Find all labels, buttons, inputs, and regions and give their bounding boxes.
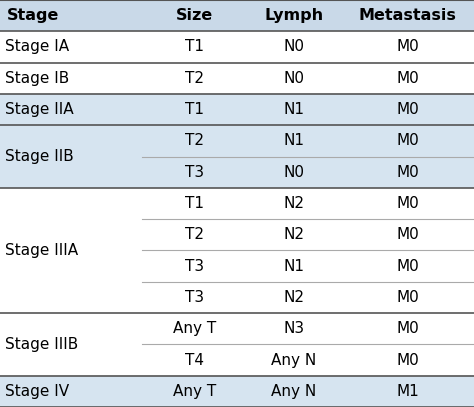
Text: Any N: Any N bbox=[271, 352, 317, 368]
Bar bbox=[0, 94, 474, 125]
Text: N1: N1 bbox=[283, 258, 304, 274]
Text: T2: T2 bbox=[185, 71, 204, 86]
Text: Stage IIIB: Stage IIIB bbox=[5, 337, 78, 352]
Text: N1: N1 bbox=[283, 133, 304, 149]
Bar bbox=[0, 282, 474, 313]
Text: T2: T2 bbox=[185, 227, 204, 242]
Text: M0: M0 bbox=[396, 227, 419, 242]
Bar bbox=[0, 0, 474, 31]
Text: M0: M0 bbox=[396, 321, 419, 336]
Bar bbox=[0, 376, 474, 407]
Text: Any T: Any T bbox=[173, 384, 216, 399]
Text: M0: M0 bbox=[396, 133, 419, 149]
Text: M1: M1 bbox=[396, 384, 419, 399]
Text: Stage IA: Stage IA bbox=[5, 39, 69, 55]
Text: T4: T4 bbox=[185, 352, 204, 368]
Bar bbox=[0, 157, 474, 188]
Text: T1: T1 bbox=[185, 39, 204, 55]
Text: N0: N0 bbox=[283, 165, 304, 180]
Bar bbox=[0, 125, 474, 157]
Bar bbox=[0, 63, 474, 94]
Text: M0: M0 bbox=[396, 290, 419, 305]
Text: N1: N1 bbox=[283, 102, 304, 117]
Bar bbox=[0, 313, 474, 344]
Text: M0: M0 bbox=[396, 71, 419, 86]
Text: T3: T3 bbox=[185, 290, 204, 305]
Text: Any N: Any N bbox=[271, 384, 317, 399]
Text: N3: N3 bbox=[283, 321, 304, 336]
Text: M0: M0 bbox=[396, 258, 419, 274]
Text: T2: T2 bbox=[185, 133, 204, 149]
Bar bbox=[0, 219, 474, 250]
Text: Stage IV: Stage IV bbox=[5, 384, 69, 399]
Text: N2: N2 bbox=[283, 196, 304, 211]
Bar bbox=[0, 188, 474, 219]
Text: M0: M0 bbox=[396, 196, 419, 211]
Text: Stage: Stage bbox=[7, 8, 59, 23]
Text: Stage IIA: Stage IIA bbox=[5, 102, 73, 117]
Text: Metastasis: Metastasis bbox=[359, 8, 456, 23]
Bar bbox=[0, 31, 474, 63]
Text: Stage IIIA: Stage IIIA bbox=[5, 243, 78, 258]
Text: M0: M0 bbox=[396, 165, 419, 180]
Text: Any T: Any T bbox=[173, 321, 216, 336]
Text: M0: M0 bbox=[396, 102, 419, 117]
Bar bbox=[0, 250, 474, 282]
Text: T1: T1 bbox=[185, 196, 204, 211]
Bar bbox=[0, 344, 474, 376]
Text: Stage IB: Stage IB bbox=[5, 71, 69, 86]
Text: N0: N0 bbox=[283, 39, 304, 55]
Text: M0: M0 bbox=[396, 352, 419, 368]
Text: Lymph: Lymph bbox=[264, 8, 323, 23]
Text: N2: N2 bbox=[283, 227, 304, 242]
Text: N2: N2 bbox=[283, 290, 304, 305]
Text: T3: T3 bbox=[185, 258, 204, 274]
Text: Size: Size bbox=[176, 8, 213, 23]
Text: T1: T1 bbox=[185, 102, 204, 117]
Text: N0: N0 bbox=[283, 71, 304, 86]
Text: Stage IIB: Stage IIB bbox=[5, 149, 73, 164]
Text: T3: T3 bbox=[185, 165, 204, 180]
Text: M0: M0 bbox=[396, 39, 419, 55]
